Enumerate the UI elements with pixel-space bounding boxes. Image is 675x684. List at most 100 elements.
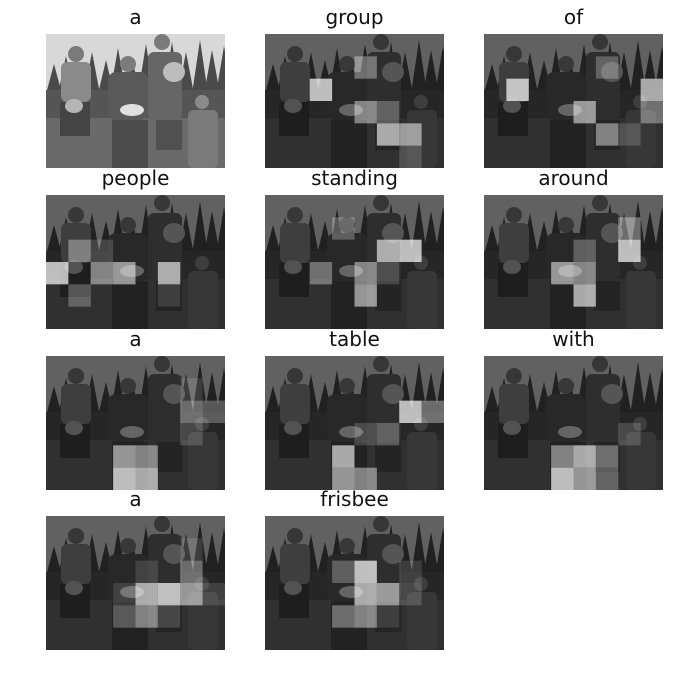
attention-cell	[399, 583, 422, 606]
attention-cell	[332, 445, 355, 468]
attention-cell	[399, 123, 422, 146]
attention-cell	[135, 560, 158, 583]
attention-cell	[135, 583, 158, 606]
attention-cell	[354, 101, 377, 124]
attention-cell	[573, 101, 596, 124]
attention-cell	[376, 583, 400, 606]
attention-cell	[113, 583, 136, 606]
attention-cell	[135, 605, 158, 628]
attention-cell	[180, 400, 203, 423]
photo-image	[265, 516, 444, 650]
frisbee	[163, 62, 185, 82]
photo-scene	[46, 34, 225, 168]
attention-cell	[157, 262, 181, 285]
tree	[192, 40, 208, 94]
attention-cell	[180, 538, 203, 561]
word-caption: of	[563, 5, 584, 29]
tree	[46, 64, 62, 94]
frisbee	[120, 104, 144, 116]
attention-cell	[202, 583, 225, 606]
attention-cell	[113, 445, 136, 468]
attention-cell	[46, 262, 69, 285]
attention-cell	[309, 262, 333, 285]
word-caption: people	[101, 166, 170, 190]
attention-cell	[595, 56, 619, 79]
attention-cell	[90, 239, 114, 262]
attention-cell	[113, 605, 136, 628]
attention-overlay	[46, 356, 225, 490]
attention-cell	[376, 123, 400, 146]
attention-cell	[135, 467, 158, 490]
attention-cell	[618, 123, 641, 146]
attention-cell	[595, 467, 619, 490]
attention-cell	[113, 467, 136, 490]
photo-image	[265, 195, 444, 329]
person-body	[188, 110, 218, 168]
attention-cell	[640, 101, 663, 124]
attention-cell	[180, 560, 203, 583]
attention-cell	[399, 145, 422, 168]
tree	[216, 46, 225, 94]
person-body	[61, 62, 91, 102]
attention-cell	[376, 262, 400, 285]
attention-cell	[354, 583, 377, 606]
attention-cell	[573, 284, 596, 307]
attention-cell	[551, 262, 574, 285]
word-caption: a	[129, 487, 142, 511]
attention-cell	[573, 262, 596, 285]
attention-cell	[354, 467, 377, 490]
photo-panel	[265, 516, 444, 650]
person-body	[148, 52, 182, 120]
attention-cell	[354, 605, 377, 628]
attention-cell	[354, 56, 377, 79]
photo-image	[46, 516, 225, 650]
person-head	[120, 56, 136, 72]
attention-cell	[135, 445, 158, 468]
attention-overlay	[484, 356, 663, 490]
attention-cell	[157, 583, 181, 606]
attention-cell	[399, 560, 422, 583]
attention-cell	[421, 400, 444, 423]
attention-overlay	[46, 195, 225, 329]
attention-cell	[376, 239, 400, 262]
word-caption: group	[325, 5, 384, 29]
attention-cell	[180, 583, 203, 606]
word-caption: around	[538, 166, 609, 190]
photo-image	[484, 34, 663, 168]
attention-cell	[354, 423, 377, 446]
attention-cell	[376, 605, 400, 628]
photo-panel	[484, 34, 663, 168]
attention-cell	[68, 239, 91, 262]
attention-cell	[573, 445, 596, 468]
photo-panel	[46, 356, 225, 490]
attention-overlay	[46, 516, 225, 650]
photo-panel	[46, 195, 225, 329]
attention-cell	[90, 262, 114, 285]
attention-cell	[640, 78, 663, 101]
attention-cell	[595, 123, 619, 146]
attention-cell	[506, 78, 529, 101]
attention-cell	[573, 239, 596, 262]
attention-overlay	[484, 195, 663, 329]
frisbee	[65, 99, 83, 113]
attention-cell	[618, 423, 641, 446]
photo-panel	[484, 195, 663, 329]
attention-cell	[180, 423, 203, 446]
person-head	[154, 34, 170, 50]
person-legs	[112, 120, 148, 168]
attention-cell	[376, 423, 400, 446]
attention-cell	[309, 78, 333, 101]
attention-cell	[376, 101, 400, 124]
person-head	[195, 95, 209, 109]
photo-panel	[484, 356, 663, 490]
attention-cell	[332, 605, 355, 628]
photo-panel	[265, 356, 444, 490]
word-caption: a	[129, 327, 142, 351]
photo-image	[484, 195, 663, 329]
attention-overlay	[265, 34, 444, 168]
attention-cell	[332, 560, 355, 583]
photo-image	[484, 356, 663, 490]
person-legs	[156, 120, 182, 150]
photo-image	[265, 356, 444, 490]
photo-image	[46, 195, 225, 329]
